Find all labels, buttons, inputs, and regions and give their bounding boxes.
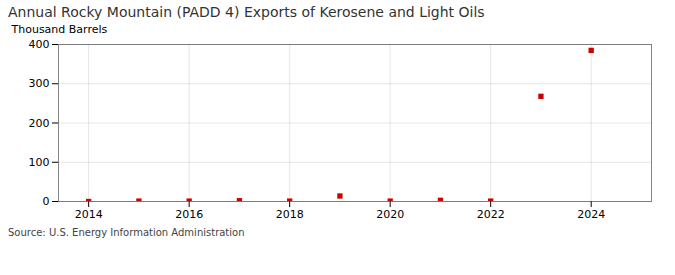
svg-text:2014: 2014: [75, 208, 103, 221]
svg-text:2018: 2018: [276, 208, 304, 221]
svg-text:100: 100: [29, 156, 50, 169]
svg-text:0: 0: [43, 195, 50, 208]
html-text:Annual Rocky Mountain (PADD 4): Annual Rocky Mountain (PADD 4) Exports o…: [8, 4, 485, 20]
svg-text:Thousand Barrels: Thousand Barrels: [11, 23, 108, 36]
svg-text:2022: 2022: [477, 208, 505, 221]
svg-text:300: 300: [29, 77, 50, 90]
svg-text:2024: 2024: [577, 208, 605, 221]
svg-text:2016: 2016: [175, 208, 203, 221]
svg-text:200: 200: [29, 117, 50, 130]
svg-text:400: 400: [29, 38, 50, 51]
html-text:Source: U.S. Energy Informatio: Source: U.S. Energy Information Administ…: [8, 227, 245, 238]
svg-text:2020: 2020: [376, 208, 404, 221]
